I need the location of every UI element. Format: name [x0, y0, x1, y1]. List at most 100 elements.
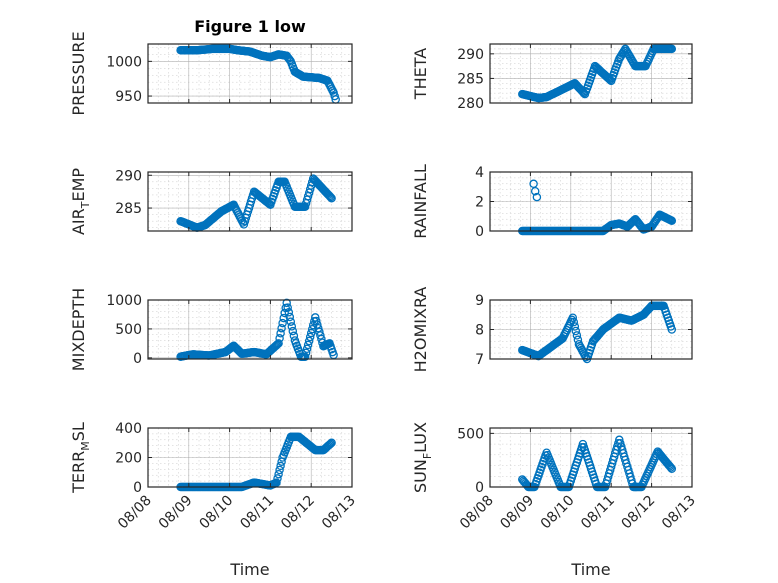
- data-point: [276, 461, 285, 471]
- data-point: [532, 192, 542, 202]
- y-axis-label-subscript: M: [79, 441, 92, 451]
- y-tick-label: 285: [457, 71, 484, 87]
- data-point: [569, 317, 579, 327]
- panel-rainfall: 0 2 4 RAINFALL: [411, 164, 693, 240]
- panel-theta: 280 285 290 THETA: [411, 43, 693, 112]
- data-point: [275, 334, 284, 343]
- data-point: [327, 438, 336, 448]
- y-axis-label: MIXDEPTH: [69, 288, 88, 371]
- y-axis-label: SUNFLUX: [411, 422, 434, 493]
- y-tick-label: 7: [475, 352, 484, 368]
- data-point: [274, 339, 283, 348]
- data-point: [284, 308, 294, 317]
- data-point: [667, 325, 677, 334]
- data-point: [272, 340, 281, 350]
- axes-frame: [147, 43, 353, 104]
- panel-pressure: 950 1000 PRESSURE Figure 1 low: [69, 17, 353, 116]
- data-point: [283, 303, 292, 312]
- x-tick-label: 08/08: [115, 493, 155, 533]
- y-tick-label: 9: [475, 293, 484, 309]
- x-tick-label: 08/12: [278, 493, 318, 533]
- x-tick-label: 08/13: [319, 493, 359, 533]
- data-point: [325, 191, 334, 201]
- y-tick-label: 2: [475, 195, 484, 211]
- axes-frame: [147, 171, 353, 232]
- y-axis-label-tail: EMP: [69, 168, 88, 202]
- y-tick-label: 500: [457, 426, 484, 442]
- y-axis-label-main: H2OMIXRA: [411, 287, 430, 373]
- y-tick-label: 500: [115, 322, 142, 338]
- data-point: [301, 348, 311, 358]
- data-point: [572, 331, 582, 340]
- panel-terr_msl: 0 200 400 TERRMSL 08/08 08/09 08/10 08/11 08/12 0…: [69, 421, 359, 579]
- data-point: [330, 91, 339, 101]
- data-point: [327, 193, 336, 203]
- data-point: [667, 44, 677, 54]
- data-point: [288, 326, 298, 336]
- x-tick-label: 08/10: [197, 493, 237, 533]
- data-point: [306, 328, 316, 338]
- x-tick-label: 08/11: [237, 493, 277, 533]
- data-point: [277, 323, 286, 333]
- axes-frame: [489, 43, 693, 104]
- panel-h2omixra: 7 8 9 H2OMIXRA: [411, 287, 693, 373]
- y-axis-label-tail: SL: [69, 422, 88, 441]
- y-tick-label: 4: [475, 165, 484, 181]
- panel-mixdepth: 0 500 1000 MIXDEPTH: [69, 288, 353, 371]
- y-tick-label: 8: [475, 323, 484, 339]
- data-point: [667, 216, 677, 225]
- y-tick-label: 1000: [106, 54, 142, 70]
- data-point: [307, 324, 317, 334]
- y-axis-label: PRESSURE: [69, 31, 88, 115]
- axes-frame: [489, 427, 693, 488]
- data-point: [666, 463, 676, 472]
- x-tick-label: 08/13: [659, 493, 699, 533]
- y-tick-label: 200: [115, 451, 142, 467]
- panel-air_temp: 285 290 AIRTEMP: [69, 168, 353, 235]
- data-point: [568, 313, 578, 322]
- x-tick-label: 08/09: [497, 493, 537, 533]
- y-axis-label: AIRTEMP: [69, 168, 92, 235]
- y-tick-label: 950: [115, 89, 142, 105]
- x-tick-label: 08/08: [457, 493, 497, 533]
- data-point: [279, 313, 288, 323]
- y-axis-label-main: RAINFALL: [411, 164, 430, 239]
- data-point: [287, 322, 297, 331]
- x-tick-label: 08/11: [578, 493, 618, 533]
- data-point: [530, 186, 540, 196]
- y-axis-label-main: MIXDEPTH: [69, 288, 88, 371]
- y-axis-label: RAINFALL: [411, 164, 430, 239]
- axes-frame: [147, 299, 353, 360]
- x-tick-label: 08/09: [156, 493, 196, 533]
- panel-sun_flux: 0 500 SUNFLUX 08/08 08/09 08/10 08/11 08/12 08/1…: [411, 422, 699, 579]
- data-point: [304, 336, 314, 346]
- y-tick-label: 290: [457, 47, 484, 63]
- y-axis-label: H2OMIXRA: [411, 287, 430, 373]
- x-axis-label: Time: [570, 560, 610, 579]
- data-point: [275, 465, 284, 475]
- x-axis-label: Time: [229, 560, 269, 579]
- y-tick-label: 290: [115, 168, 142, 184]
- data-point: [272, 478, 281, 487]
- data-point: [303, 340, 313, 350]
- x-tick-label: 08/10: [538, 493, 578, 533]
- data-point: [273, 474, 282, 483]
- data-point: [571, 326, 581, 336]
- data-point: [570, 322, 580, 331]
- y-tick-label: 1000: [106, 293, 142, 309]
- data-point: [285, 312, 295, 322]
- data-point: [282, 298, 291, 308]
- data-point: [665, 462, 675, 471]
- data-point: [302, 344, 312, 354]
- y-axis-label: TERRMSL: [69, 422, 92, 494]
- y-axis-label-main: TERR: [69, 451, 88, 494]
- y-axis-label-main: THETA: [411, 48, 430, 100]
- y-axis-label-tail: LUX: [411, 422, 430, 453]
- data-point: [300, 352, 310, 361]
- data-point: [286, 317, 296, 326]
- y-tick-label: 280: [457, 96, 484, 112]
- data-point: [276, 329, 285, 338]
- data-point: [289, 331, 299, 341]
- data-point: [326, 439, 335, 448]
